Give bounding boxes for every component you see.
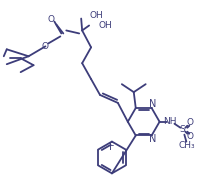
Text: O: O: [42, 42, 49, 51]
Text: F: F: [109, 142, 115, 152]
Text: S: S: [179, 125, 185, 134]
Text: N: N: [149, 99, 156, 109]
Text: N: N: [149, 134, 156, 144]
Text: NH: NH: [163, 117, 176, 126]
Text: CH₃: CH₃: [178, 141, 195, 150]
Text: OH: OH: [89, 11, 103, 20]
Text: O: O: [187, 118, 194, 127]
Text: O: O: [187, 132, 194, 141]
Text: O: O: [48, 15, 55, 24]
Text: OH: OH: [98, 21, 112, 30]
